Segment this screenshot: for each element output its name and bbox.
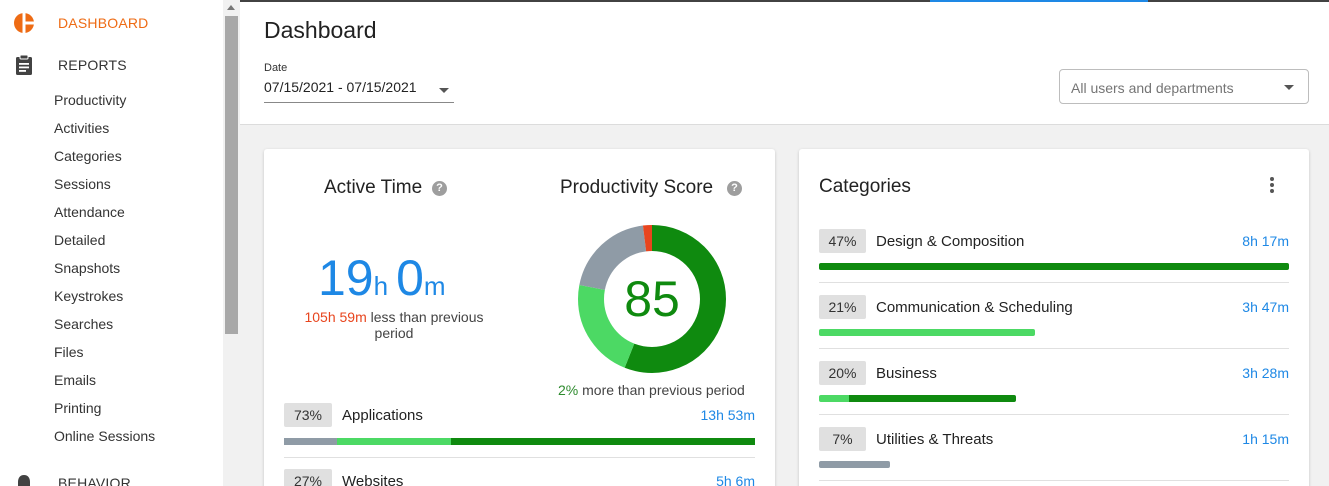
dashboard-logo-icon	[14, 13, 34, 33]
nav-files[interactable]: Files	[54, 344, 84, 360]
active-hours-unit: h	[373, 271, 389, 301]
category-bar	[819, 395, 1016, 402]
row-divider	[819, 480, 1289, 481]
productivity-score-change: 2% more than previous period	[558, 382, 745, 398]
page-title: Dashboard	[264, 17, 377, 43]
nav-reports-label: REPORTS	[58, 57, 127, 73]
row-divider	[819, 348, 1289, 349]
nav-dashboard[interactable]: DASHBOARD	[0, 2, 222, 44]
sidebar: DASHBOARD REPORTS Productivity Activitie…	[0, 0, 240, 486]
category-bar-segment	[819, 461, 890, 468]
score-change-text: more than previous period	[582, 382, 745, 398]
date-underline	[264, 102, 454, 103]
nav-online-sessions[interactable]: Online Sessions	[54, 428, 156, 444]
row-divider	[819, 414, 1289, 415]
nav-snapshots[interactable]: Snapshots	[54, 260, 121, 276]
active-time-help-icon[interactable]: ?	[432, 181, 447, 196]
active-minutes: 0	[396, 250, 424, 306]
category-percent: 47%	[819, 229, 866, 253]
category-percent: 20%	[819, 361, 866, 385]
category-bar	[819, 329, 1035, 336]
productivity-score-title: Productivity Score	[560, 177, 714, 198]
category-percent: 7%	[819, 427, 866, 451]
nav-dashboard-label: DASHBOARD	[58, 15, 149, 31]
active-time-change: 105h 59m less than previous period	[284, 309, 504, 341]
productivity-score-help-icon[interactable]: ?	[727, 181, 742, 196]
category-label[interactable]: Communication & Scheduling	[876, 299, 1073, 316]
active-time-change-value: 105h 59m	[304, 309, 367, 325]
websites-percent: 27%	[284, 469, 332, 486]
categories-title: Categories	[819, 176, 911, 197]
user-select-placeholder: All users and departments	[1071, 80, 1234, 96]
loading-indicator	[930, 0, 1148, 2]
date-label: Date	[264, 62, 288, 74]
applications-time: 13h 53m	[700, 407, 755, 423]
date-dropdown-caret-icon[interactable]	[439, 88, 449, 93]
category-bar	[819, 263, 1289, 270]
applications-bar-segment	[337, 438, 451, 445]
sidebar-scrollbar[interactable]	[223, 0, 240, 486]
date-range-input[interactable]: 07/15/2021 - 07/15/2021	[264, 79, 417, 95]
category-bar-segment	[819, 329, 1035, 336]
scroll-thumb[interactable]	[225, 16, 238, 334]
category-bar-segment	[819, 263, 1289, 270]
category-time: 1h 15m	[1242, 431, 1289, 447]
nav-emails[interactable]: Emails	[54, 372, 97, 388]
nav-attendance[interactable]: Attendance	[54, 204, 125, 220]
row-divider	[819, 282, 1289, 283]
websites-time: 5h 6m	[716, 473, 755, 486]
nav-categories[interactable]: Categories	[54, 148, 122, 164]
nav-productivity[interactable]: Productivity	[54, 92, 127, 108]
category-label[interactable]: Business	[876, 365, 937, 382]
category-label[interactable]: Design & Composition	[876, 233, 1025, 250]
nav-searches[interactable]: Searches	[54, 316, 114, 332]
applications-label[interactable]: Applications	[342, 407, 423, 424]
active-time-title: Active Time	[324, 177, 423, 198]
donut-segment-unproductive	[578, 225, 726, 373]
category-time: 3h 47m	[1242, 299, 1289, 315]
category-bar-segment	[819, 395, 849, 402]
select-caret-icon	[1284, 85, 1294, 90]
nav-behavior[interactable]: BEHAVIOR	[0, 462, 222, 486]
active-minutes-unit: m	[423, 271, 446, 301]
applications-bar-segment	[284, 438, 338, 445]
category-time: 8h 17m	[1242, 233, 1289, 249]
nav-behavior-label: BEHAVIOR	[58, 475, 131, 486]
category-percent: 21%	[819, 295, 866, 319]
categories-card: Categories 47% Design & Composition 8h 1…	[799, 149, 1309, 486]
user-department-select[interactable]: All users and departments	[1059, 69, 1309, 104]
category-label[interactable]: Utilities & Threats	[876, 431, 994, 448]
applications-bar-segment	[450, 438, 755, 445]
more-vertical-icon[interactable]	[1270, 177, 1274, 193]
nav-keystrokes[interactable]: Keystrokes	[54, 288, 124, 304]
productivity-score-value: 85	[624, 271, 680, 327]
category-bar	[819, 461, 890, 468]
scroll-up-arrow-icon[interactable]	[227, 5, 235, 10]
clipboard-icon	[16, 54, 32, 75]
active-time-change-text: less than previous period	[370, 309, 484, 341]
active-time-value: 19h 0m	[318, 249, 458, 307]
row-divider	[284, 457, 755, 458]
nav-detailed[interactable]: Detailed	[54, 232, 106, 248]
score-change-value: 2%	[558, 382, 579, 398]
applications-percent: 73%	[284, 403, 332, 427]
top-divider	[240, 0, 1329, 2]
category-bar-segment	[848, 395, 1016, 402]
active-hours: 19	[318, 250, 374, 306]
donut-segment-neutral-positive	[578, 225, 726, 373]
page-header: Dashboard Date 07/15/2021 - 07/15/2021 A…	[240, 0, 1329, 125]
applications-bar	[284, 438, 755, 445]
active-time-productivity-card: Active Time ? 19h 0m 105h 59m less than p…	[264, 149, 775, 486]
nav-reports[interactable]: REPORTS	[0, 44, 222, 86]
productivity-donut: 85	[578, 225, 726, 373]
bell-icon	[18, 475, 30, 486]
nav-sessions[interactable]: Sessions	[54, 176, 111, 192]
nav-activities[interactable]: Activities	[54, 120, 110, 136]
category-time: 3h 28m	[1242, 365, 1289, 381]
nav-printing[interactable]: Printing	[54, 400, 102, 416]
websites-label[interactable]: Websites	[342, 473, 404, 486]
